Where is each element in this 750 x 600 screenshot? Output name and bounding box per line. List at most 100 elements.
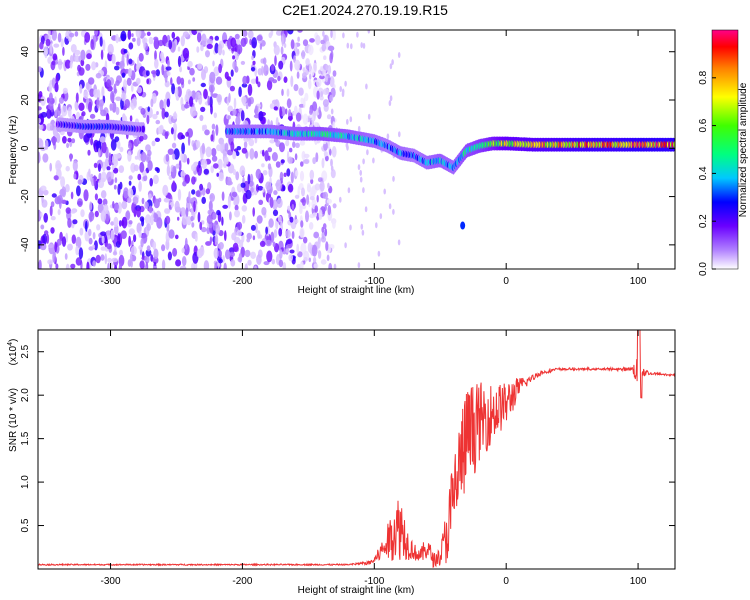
noise-speckle [205,50,210,58]
noise-speckle [69,61,73,69]
noise-speckle [124,98,130,109]
noise-speckle [283,76,288,83]
noise-speckle [38,106,42,111]
noise-speckle [309,73,312,80]
noise-speckle [257,185,264,191]
noise-speckle [322,191,329,199]
noise-speckle [88,168,91,178]
noise-speckle [44,139,49,150]
noise-speckle [241,30,248,37]
noise-speckle [128,220,133,225]
noise-speckle [110,229,115,241]
noise-speckle [145,51,149,56]
noise-speckle [145,214,151,225]
noise-speckle [241,83,248,88]
noise-speckle [209,193,215,202]
noise-speckle [89,113,96,119]
noise-speckle [301,150,306,161]
noise-speckle [104,253,108,265]
noise-speckle [213,247,219,259]
noise-speckle [217,43,223,56]
noise-speckle [46,97,50,104]
snr-marks [38,330,675,568]
noise-speckle [40,185,47,192]
noise-speckle [187,90,193,97]
noise-speckle [216,172,219,177]
noise-speckle [168,39,173,50]
noise-speckle [211,155,218,162]
noise-speckle [326,198,332,204]
noise-speckle [71,234,77,244]
noise-speckle [330,108,334,115]
noise-speckle [57,58,63,70]
noise-speckle [346,144,349,151]
noise-speckle [310,186,316,197]
snr-y-scale-base: (x10 [8,345,19,365]
noise-speckle [100,246,107,251]
noise-speckle [42,46,49,56]
noise-speckle [218,258,223,264]
noise-speckle [50,227,55,234]
noise-speckle [392,208,395,215]
noise-speckle [224,142,229,152]
noise-speckle [175,163,180,169]
noise-speckle [155,69,160,77]
noise-speckle [95,72,102,79]
noise-speckle [148,36,154,45]
noise-speckle [237,256,243,263]
noise-speckle [100,210,107,222]
noise-speckle [113,167,119,174]
noise-speckle [290,75,294,88]
noise-speckle [326,114,332,120]
noise-speckle [270,231,275,243]
noise-speckle [262,187,265,193]
noise-speckle [153,38,160,50]
noise-speckle [271,99,278,105]
noise-speckle [207,95,210,106]
noise-speckle [101,141,107,154]
noise-speckle [165,153,170,162]
noise-speckle [58,103,61,111]
noise-speckle [346,118,349,125]
noise-speckle [111,164,115,170]
noise-speckle [109,103,113,112]
noise-speckle [92,260,97,267]
noise-speckle [315,152,319,163]
noise-speckle [180,207,186,217]
noise-speckle [214,42,219,54]
noise-speckle [254,105,258,116]
noise-speckle [182,47,190,60]
noise-speckle [256,254,262,265]
noise-speckle [38,66,42,73]
noise-speckle [296,71,300,79]
noise-speckle [240,110,245,122]
noise-speckle [114,136,120,143]
noise-speckle [280,46,284,55]
noise-speckle [307,242,313,253]
noise-speckle [184,237,188,250]
noise-speckle [40,224,45,230]
y-tick-label: 40 [20,46,31,58]
noise-speckle [274,55,277,66]
noise-speckle [292,141,296,149]
spectrogram-y-axis-label: Frequency (Hz) [8,116,19,185]
noise-speckle [167,59,170,67]
noise-speckle [290,171,294,184]
noise-speckle [209,236,213,244]
noise-speckle [235,151,240,157]
noise-speckle [195,140,201,149]
noise-speckle [308,44,314,56]
noise-speckle [332,121,336,131]
noise-speckle [391,59,394,66]
noise-speckle [254,150,258,159]
noise-speckle [285,108,288,115]
noise-speckle [158,197,162,203]
colorbar: 0.0 0.2 0.4 0.6 0.8 Normalized spectral ampl… [698,29,749,276]
noise-speckle [229,85,235,92]
noise-speckle [322,223,327,230]
noise-speckle [138,52,144,62]
noise-speckle [318,209,323,220]
noise-speckle [55,74,59,85]
noise-speckle [261,206,267,216]
noise-speckle [310,178,314,185]
